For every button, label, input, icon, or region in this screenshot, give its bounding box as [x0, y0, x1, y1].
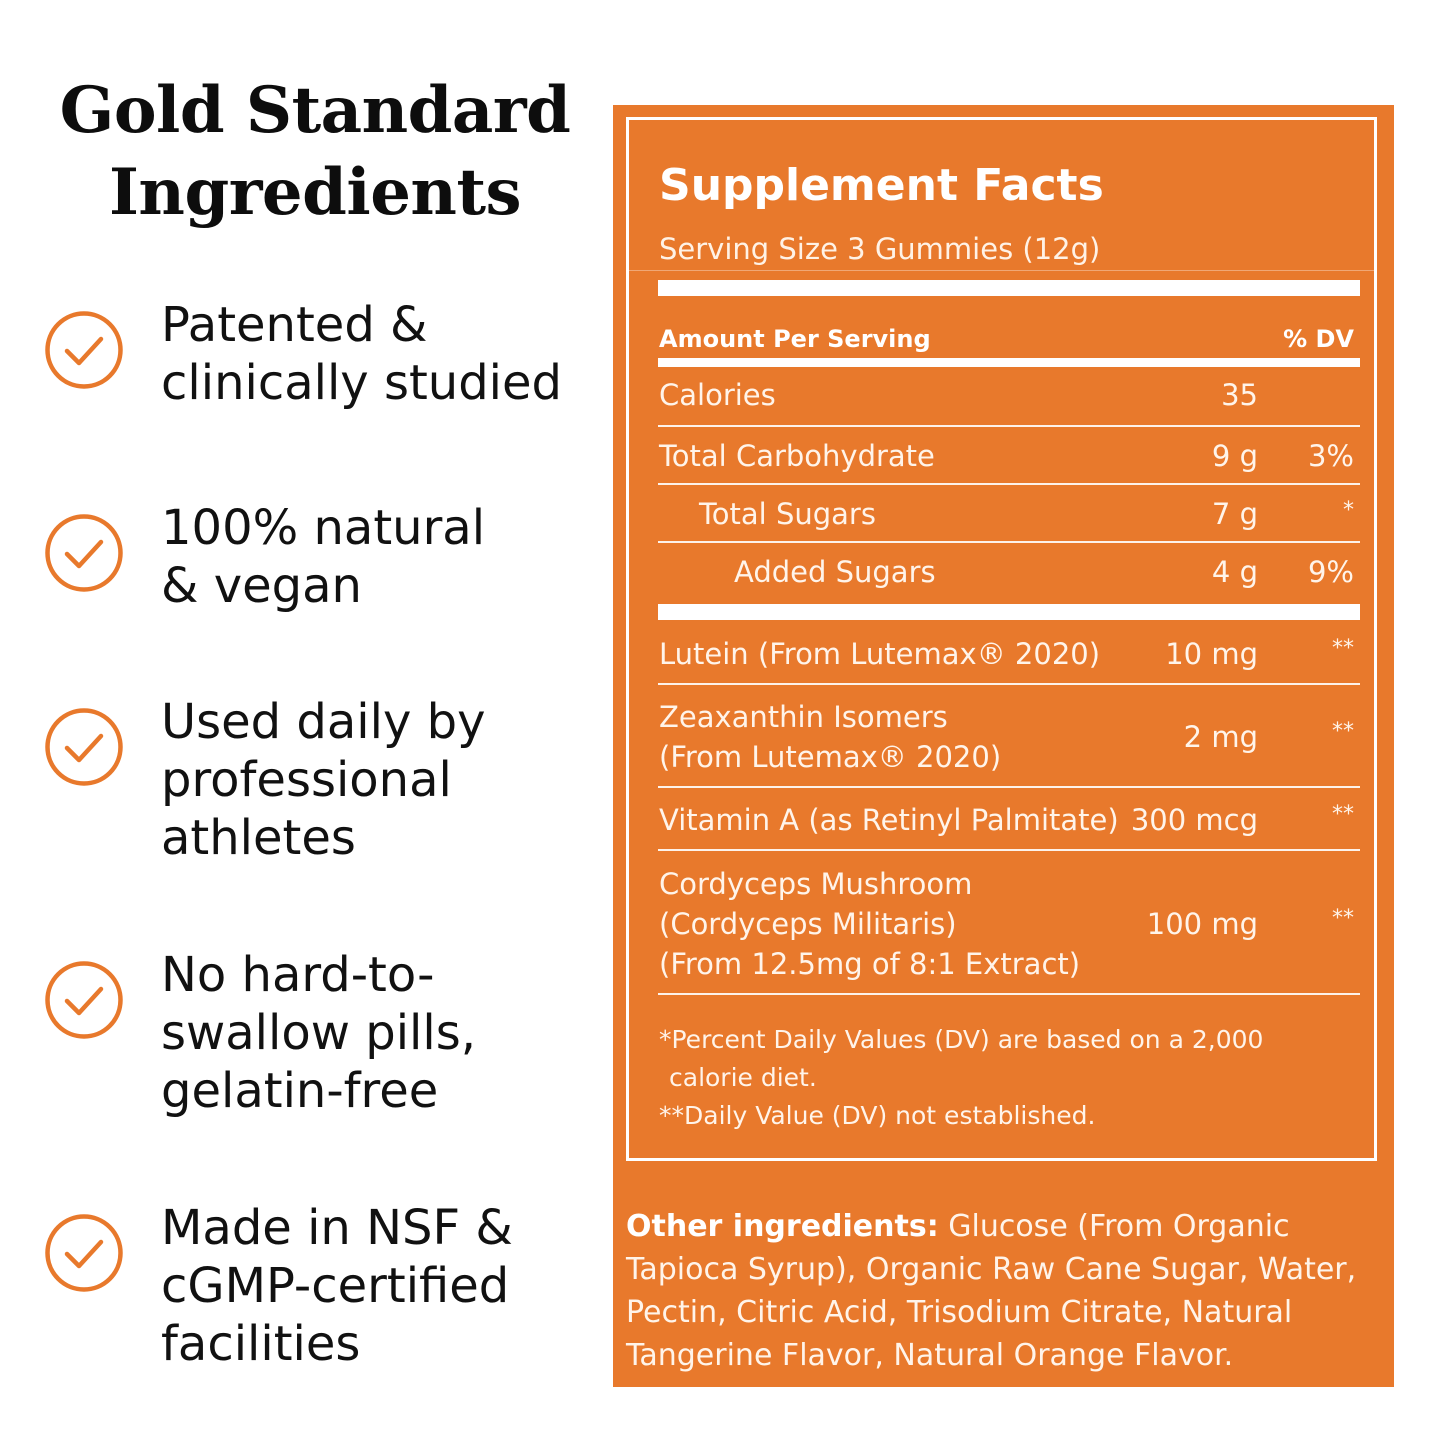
nutrient-amount: 7 g — [1211, 497, 1258, 531]
feature-item: Patented & clinically studied — [44, 297, 604, 510]
nutrient-name: Cordyceps Mushroom — [659, 867, 973, 901]
feature-line: athletes — [161, 810, 356, 866]
nutrient-dv: 9% — [1307, 555, 1354, 589]
feature-text: No hard-to- swallow pills, gelatin-free — [161, 946, 601, 1120]
nutrient-name: (From Lutemax® 2020) — [659, 740, 1002, 774]
feature-line: professional — [161, 752, 452, 808]
nutrient-name: Vitamin A (as Retinyl Palmitate) — [659, 803, 1119, 837]
nutrient-dv: ** — [1332, 719, 1354, 744]
nutrient-amount: 100 mg — [1146, 907, 1258, 941]
medium-divider — [658, 358, 1360, 367]
footnote-dv-basis-cont: calorie diet. — [669, 1063, 817, 1092]
facts-title: Supplement Facts — [659, 160, 1104, 211]
nutrient-dv: ** — [1332, 636, 1354, 661]
nutrient-amount: 300 mcg — [1130, 803, 1258, 837]
feature-item: Made in NSF & cGMP-certified facilities — [44, 1200, 604, 1413]
amount-per-serving-header: Amount Per Serving — [659, 325, 931, 353]
feature-line: Patented & — [161, 297, 428, 353]
feature-item: No hard-to- swallow pills, gelatin-free — [44, 947, 604, 1160]
feature-line: Made in NSF & — [161, 1200, 513, 1256]
supplement-facts-panel: Supplement Facts Serving Size 3 Gummies … — [613, 105, 1394, 1387]
other-ingredients-line: Tapioca Syrup), Organic Raw Cane Sugar, … — [626, 1252, 1357, 1287]
other-ingredients-line: Tangerine Flavor, Natural Orange Flavor. — [626, 1338, 1234, 1373]
feature-line: & vegan — [161, 558, 362, 614]
feature-line: clinically studied — [161, 355, 563, 411]
divider — [658, 849, 1360, 851]
nutrient-dv: * — [1343, 498, 1354, 523]
feature-line: Used daily by — [161, 694, 486, 750]
divider — [658, 425, 1360, 427]
thick-divider — [658, 604, 1360, 620]
dv-header: % DV — [1283, 325, 1354, 353]
feature-line: 100% natural — [161, 500, 486, 556]
divider — [658, 541, 1360, 543]
divider — [658, 993, 1360, 995]
other-ingredients-line: Pectin, Citric Acid, Trisodium Citrate, … — [626, 1295, 1293, 1330]
nutrient-amount: 10 mg — [1165, 637, 1258, 671]
heading-line-2: Ingredients — [108, 155, 522, 230]
nutrient-dv: ** — [1332, 802, 1354, 827]
divider — [658, 786, 1360, 788]
check-circle-icon — [45, 708, 123, 786]
nutrient-dv: 3% — [1307, 439, 1354, 473]
nutrient-name: Total Carbohydrate — [659, 439, 935, 473]
heading-line-1: Gold Standard — [59, 73, 571, 148]
nutrient-amount: 4 g — [1211, 555, 1258, 589]
page-heading: Gold Standard Ingredients — [30, 70, 600, 234]
supplement-facts-box: Supplement Facts Serving Size 3 Gummies … — [626, 117, 1377, 1161]
divider — [658, 483, 1360, 485]
feature-line: cGMP-certified — [161, 1258, 510, 1314]
other-ingredients-text: Glucose (From Organic — [938, 1209, 1290, 1244]
check-circle-icon — [45, 961, 123, 1039]
nutrient-name: Added Sugars — [734, 555, 936, 589]
nutrient-name: (Cordyceps Militaris) — [659, 907, 957, 941]
feature-line: gelatin-free — [161, 1063, 439, 1119]
feature-line: facilities — [161, 1316, 361, 1372]
divider — [629, 270, 1374, 271]
check-circle-icon — [45, 311, 123, 389]
nutrient-amount: 9 g — [1211, 439, 1258, 473]
feature-text: Made in NSF & cGMP-certified facilities — [161, 1199, 601, 1373]
footnote-dv-basis: *Percent Daily Values (DV) are based on … — [659, 1025, 1264, 1054]
other-ingredients: Other ingredients: Glucose (From Organic… — [626, 1205, 1386, 1377]
thick-divider — [658, 280, 1360, 296]
check-circle-icon — [45, 1214, 123, 1292]
serving-size: Serving Size 3 Gummies (12g) — [659, 232, 1101, 266]
feature-text: 100% natural & vegan — [161, 499, 601, 615]
nutrient-name: (From 12.5mg of 8:1 Extract) — [659, 947, 1081, 981]
other-ingredients-line: Other ingredients: Glucose (From Organic — [626, 1205, 1386, 1248]
nutrient-name: Lutein (From Lutemax® 2020) — [659, 637, 1101, 671]
feature-text: Patented & clinically studied — [161, 296, 601, 412]
nutrient-amount: 35 — [1221, 378, 1258, 412]
nutrient-name: Calories — [659, 378, 776, 412]
feature-item: 100% natural & vegan — [44, 500, 604, 713]
feature-line: swallow pills, — [161, 1005, 476, 1061]
footnote-dv-not-established: **Daily Value (DV) not established. — [659, 1101, 1096, 1130]
feature-line: No hard-to- — [161, 947, 435, 1003]
check-circle-icon — [45, 514, 123, 592]
divider — [658, 683, 1360, 685]
nutrient-name: Zeaxanthin Isomers — [659, 700, 948, 734]
nutrient-dv: ** — [1332, 906, 1354, 931]
feature-item: Used daily by professional athletes — [44, 694, 604, 907]
feature-text: Used daily by professional athletes — [161, 693, 601, 867]
nutrient-name: Total Sugars — [699, 497, 876, 531]
nutrient-amount: 2 mg — [1183, 720, 1258, 754]
other-ingredients-label: Other ingredients: — [626, 1209, 939, 1244]
